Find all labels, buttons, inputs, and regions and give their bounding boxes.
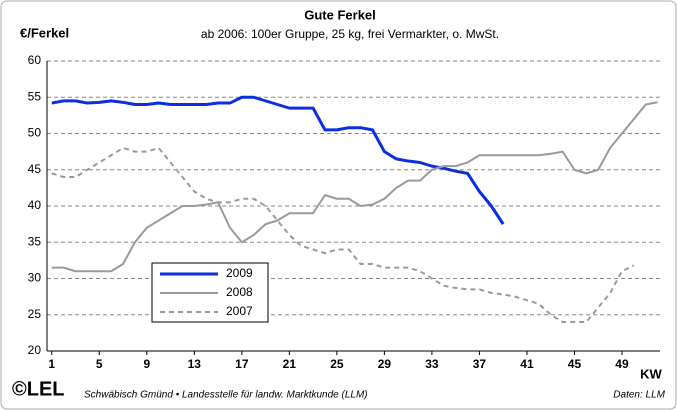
y-tick-label: 30 <box>28 271 42 285</box>
x-tick-label: 37 <box>473 357 487 371</box>
y-tick-label: 60 <box>28 53 42 67</box>
y-tick-label: 40 <box>28 198 42 212</box>
legend-label: 2009 <box>226 266 253 280</box>
series-line <box>51 101 658 273</box>
chart-subtitle: ab 2006: 100er Gruppe, 25 kg, frei Verma… <box>201 27 499 41</box>
legend-label: 2007 <box>226 304 253 318</box>
y-tick-label: 50 <box>28 126 42 140</box>
y-tick-label: 55 <box>28 89 42 103</box>
y-tick-label: 35 <box>28 234 42 248</box>
logo: ©LEL <box>12 378 65 400</box>
x-tick-label: 33 <box>425 357 439 371</box>
x-tick-label: 9 <box>143 357 150 371</box>
y-tick-label: 25 <box>28 307 42 321</box>
x-tick-label: 21 <box>283 357 297 371</box>
x-tick-label: 49 <box>615 357 629 371</box>
x-tick-label: 5 <box>96 357 103 371</box>
series-line <box>51 147 635 323</box>
x-tick-label: 1 <box>48 357 55 371</box>
footer: Schwäbisch Gmünd • Landesstelle für land… <box>84 390 368 401</box>
y-axis-label: €/Ferkel <box>20 25 69 40</box>
x-tick-label: 45 <box>568 357 582 371</box>
x-tick-label: 29 <box>378 357 392 371</box>
x-axis-label: KW <box>640 366 662 381</box>
x-tick-label: 25 <box>330 357 344 371</box>
source: Daten: LLM <box>613 390 665 401</box>
y-tick-label: 20 <box>28 343 42 357</box>
legend-label: 2008 <box>226 285 253 299</box>
series-line <box>51 95 505 225</box>
chart-title: Gute Ferkel <box>304 7 376 22</box>
x-tick-label: 17 <box>235 357 249 371</box>
y-tick-label: 45 <box>28 162 42 176</box>
x-tick-label: 41 <box>520 357 534 371</box>
x-tick-label: 13 <box>188 357 202 371</box>
